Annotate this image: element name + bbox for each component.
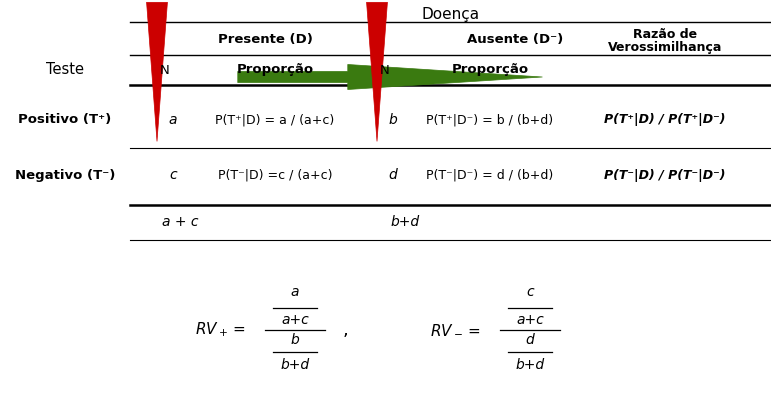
Text: b+d: b+d	[281, 358, 310, 372]
Text: b: b	[291, 333, 299, 347]
Text: ,: ,	[342, 321, 348, 339]
Text: P(T⁺|D⁻) = b / (b+d): P(T⁺|D⁻) = b / (b+d)	[426, 114, 554, 127]
Text: P(T⁻|D⁻) = d / (b+d): P(T⁻|D⁻) = d / (b+d)	[426, 168, 554, 182]
Text: a+c: a+c	[516, 313, 544, 327]
Text: Teste: Teste	[46, 63, 84, 77]
Text: b+d: b+d	[390, 215, 419, 229]
Text: N: N	[160, 63, 170, 77]
Text: P(T⁺|D) / P(T⁺|D⁻): P(T⁺|D) / P(T⁺|D⁻)	[604, 114, 726, 127]
Text: c: c	[169, 168, 177, 182]
Text: d: d	[526, 333, 534, 347]
Text: Proporção: Proporção	[237, 63, 314, 77]
Text: Proporção: Proporção	[452, 63, 529, 77]
Text: Verossimilhança: Verossimilhança	[608, 42, 722, 55]
Text: b+d: b+d	[516, 358, 544, 372]
Text: Doença: Doença	[422, 7, 480, 22]
Text: Presente (D): Presente (D)	[217, 33, 312, 46]
Text: d: d	[389, 168, 397, 182]
Text: a: a	[291, 285, 299, 299]
Text: $\mathit{RV}_+=$: $\mathit{RV}_+=$	[194, 321, 245, 339]
Text: c: c	[526, 285, 534, 299]
Text: $\mathit{RV}_-=$: $\mathit{RV}_-=$	[429, 322, 480, 337]
Text: b: b	[389, 113, 397, 127]
Text: Negativo (T⁻): Negativo (T⁻)	[15, 168, 115, 182]
Text: P(T⁺|D) = a / (a+c): P(T⁺|D) = a / (a+c)	[215, 114, 335, 127]
Text: P(T⁻|D) / P(T⁻|D⁻): P(T⁻|D) / P(T⁻|D⁻)	[604, 168, 726, 182]
Text: N: N	[380, 63, 390, 77]
Text: P(T⁻|D) =c / (a+c): P(T⁻|D) =c / (a+c)	[217, 168, 332, 182]
Text: a + c: a + c	[162, 215, 198, 229]
Text: Ausente (D⁻): Ausente (D⁻)	[467, 33, 563, 46]
Text: a+c: a+c	[281, 313, 309, 327]
Text: Positivo (T⁺): Positivo (T⁺)	[19, 114, 112, 127]
Text: a: a	[169, 113, 177, 127]
Text: Razão de: Razão de	[633, 28, 697, 41]
